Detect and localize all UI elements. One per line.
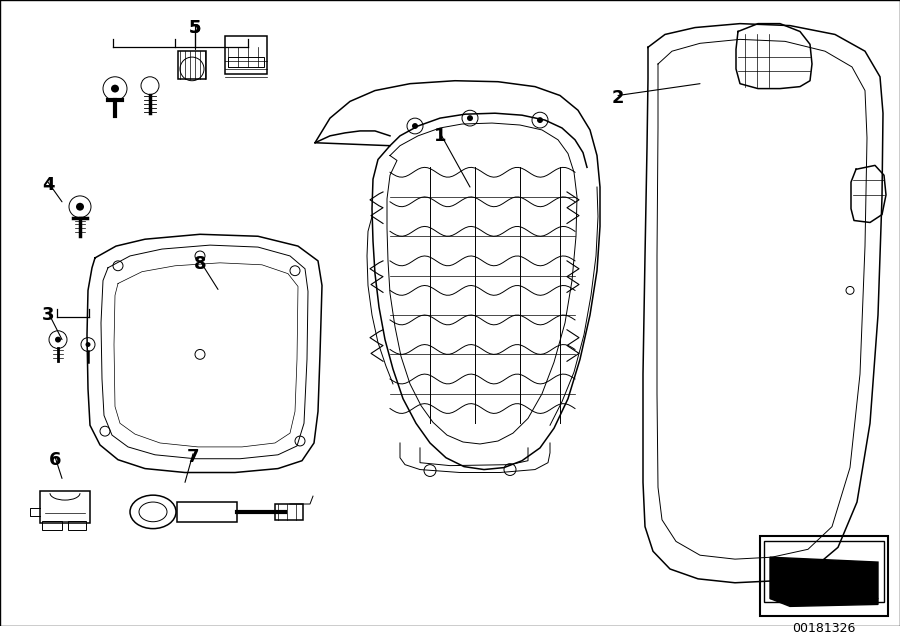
Bar (68, 521, 86, 530)
Text: 6: 6 (49, 451, 61, 469)
Bar (764, 541, 884, 602)
Polygon shape (770, 598, 878, 606)
Text: 2: 2 (612, 90, 625, 107)
Bar (178, 51, 206, 79)
Text: 8: 8 (194, 255, 206, 273)
Text: 3: 3 (41, 306, 54, 324)
Circle shape (467, 115, 473, 121)
Circle shape (55, 336, 61, 343)
Bar (275, 504, 303, 520)
Circle shape (111, 85, 119, 92)
Text: 5: 5 (189, 18, 202, 36)
Text: 4: 4 (41, 176, 54, 194)
Circle shape (537, 117, 543, 123)
Bar (42, 521, 62, 530)
Polygon shape (770, 557, 878, 598)
Text: 1: 1 (434, 127, 446, 145)
Text: 00181326: 00181326 (792, 622, 856, 635)
Text: 7: 7 (187, 448, 199, 466)
Bar (225, 36, 267, 74)
Bar (228, 57, 264, 67)
Bar (760, 536, 888, 616)
Bar (40, 491, 90, 523)
Circle shape (86, 342, 91, 347)
Bar (177, 502, 237, 522)
Circle shape (76, 203, 84, 211)
Circle shape (412, 123, 418, 129)
Text: 5: 5 (189, 18, 202, 36)
